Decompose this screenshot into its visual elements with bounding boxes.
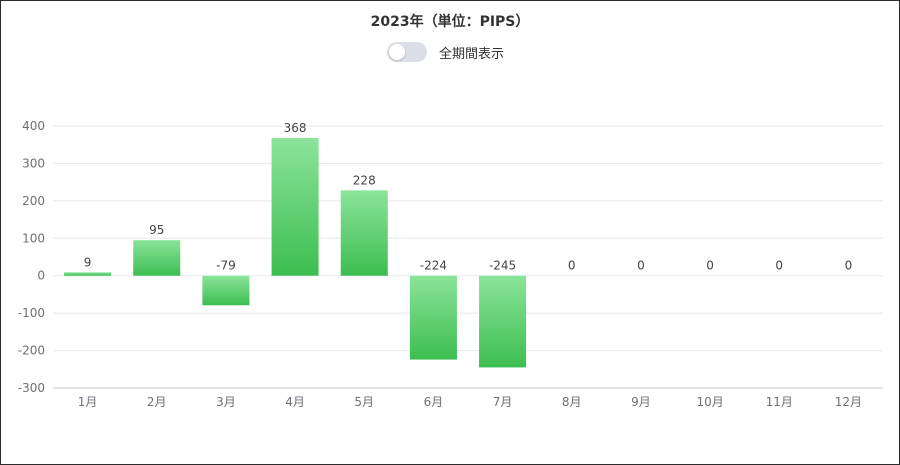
grid-layer: 400 300 200 100 0 -100 -200 -300: [18, 119, 883, 395]
x-tick-label: 4月: [285, 395, 305, 409]
value-label-5: 228: [353, 173, 376, 187]
label-layer: 9 1月 95 2月 -79 3月 368 4月 228 5月 -224 6月 -245 7月 0 8月 0 9月…: [78, 121, 862, 409]
show-all-periods-toggle[interactable]: [387, 42, 427, 62]
y-tick-label: -100: [18, 306, 45, 320]
y-tick-label: 0: [37, 269, 45, 283]
show-all-periods-toggle-row[interactable]: 全期間表示: [387, 42, 504, 62]
y-tick-label: 200: [22, 194, 45, 208]
value-label-12: 0: [845, 259, 853, 273]
bar-3[interactable]: [202, 275, 250, 306]
value-label-1: 9: [84, 255, 92, 269]
x-tick-label: 12月: [835, 395, 862, 409]
bar-5[interactable]: [340, 190, 388, 276]
value-label-8: 0: [568, 259, 576, 273]
x-tick-label: 1月: [78, 395, 98, 409]
chart-title: 2023年（単位：PIPS）: [370, 14, 530, 30]
value-label-6: -224: [420, 259, 447, 273]
value-label-10: 0: [706, 259, 714, 273]
toggle-knob: [389, 44, 405, 60]
y-tick-label: -200: [18, 344, 45, 358]
x-tick-label: 6月: [424, 395, 444, 409]
y-tick-label: 300: [22, 156, 45, 170]
bar-7[interactable]: [479, 275, 527, 368]
show-all-periods-label: 全期間表示: [439, 46, 505, 62]
x-tick-label: 2月: [147, 395, 167, 409]
y-tick-label: 400: [22, 119, 45, 133]
bar-layer: [64, 137, 527, 368]
x-tick-label: 11月: [766, 395, 793, 409]
bar-1[interactable]: [64, 272, 112, 276]
bar-2[interactable]: [133, 240, 181, 276]
value-label-2: 95: [149, 223, 164, 237]
value-label-11: 0: [775, 259, 783, 273]
bar-4[interactable]: [271, 137, 319, 276]
x-tick-label: 7月: [493, 395, 513, 409]
x-tick-label: 9月: [631, 395, 651, 409]
y-tick-label: 100: [22, 231, 45, 245]
y-tick-label: -300: [18, 381, 45, 395]
x-tick-label: 8月: [562, 395, 582, 409]
bar-6[interactable]: [409, 275, 457, 360]
value-label-9: 0: [637, 259, 645, 273]
value-label-4: 368: [284, 121, 307, 135]
value-label-7: -245: [489, 259, 516, 273]
x-tick-label: 10月: [696, 395, 723, 409]
x-tick-label: 3月: [216, 395, 236, 409]
value-label-3: -79: [216, 259, 236, 273]
x-tick-label: 5月: [354, 395, 374, 409]
